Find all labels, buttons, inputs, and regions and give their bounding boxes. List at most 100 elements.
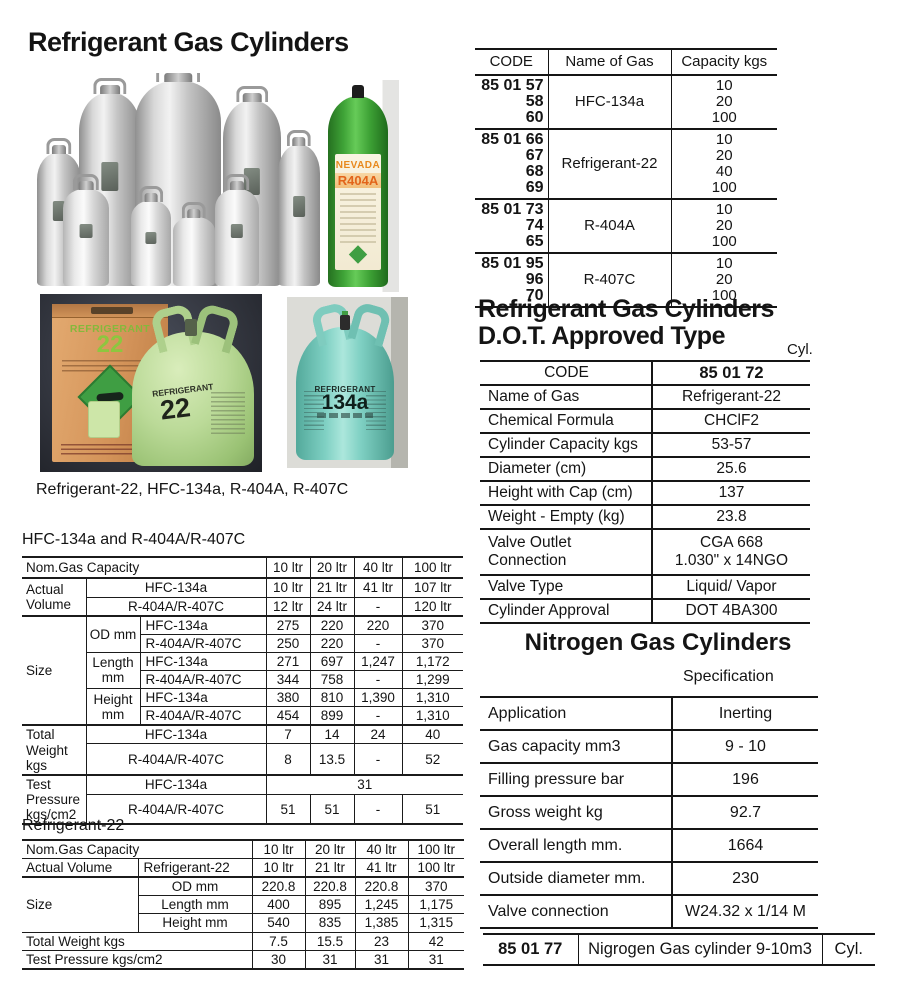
gas-label: HFC-134a bbox=[85, 724, 267, 745]
column-header: 10 ltr bbox=[265, 556, 311, 579]
table-row: Chemical Formula CHClF2 bbox=[480, 409, 810, 434]
code-cell: 85 01 66 67 68 69 bbox=[475, 129, 548, 200]
row-label: Nom.Gas Capacity bbox=[22, 839, 253, 860]
table-row: Valve Outlet Connection CGA 668 1.030" x … bbox=[480, 529, 810, 576]
table-row: Total Weight kgs HFC-134a 7 14 24 40 bbox=[22, 724, 463, 776]
gas-label: R-404A/R-407C bbox=[85, 794, 267, 826]
cell: 899 bbox=[309, 706, 355, 727]
silver-cylinders-photo bbox=[35, 73, 320, 289]
cell: 7 bbox=[265, 724, 311, 745]
cell: 810 bbox=[309, 688, 355, 708]
table-row: Test Pressure kgs/cm2 HFC-134a 31 bbox=[22, 774, 463, 826]
row-label: Size bbox=[22, 876, 139, 933]
table-row: Actual Volume Refrigerant-22 10 ltr 21 l… bbox=[22, 858, 464, 879]
table-row: 85 01 95 96 70 R-407C 10 20 100 bbox=[475, 253, 777, 308]
cell: - bbox=[353, 596, 403, 617]
cell: 196 bbox=[672, 763, 818, 797]
table-row: Size OD mm HFC-134a 275 220 220 370 bbox=[22, 615, 463, 727]
cell: 8 bbox=[265, 743, 311, 776]
cylinder-title-text: REFRIGERANT bbox=[314, 385, 376, 394]
gas-label: HFC-134a bbox=[85, 774, 267, 796]
cell: 895 bbox=[304, 895, 356, 915]
cell: 92.7 bbox=[672, 796, 818, 830]
cell: 370 bbox=[401, 633, 463, 653]
table-row: Weight - Empty (kg) 23.8 bbox=[480, 505, 810, 530]
table-row: Nom.Gas Capacity 10 ltr 20 ltr 40 ltr 10… bbox=[22, 839, 464, 860]
column-header: CODE bbox=[475, 48, 548, 76]
row-label: CODE bbox=[480, 360, 653, 386]
cell: 697 bbox=[309, 651, 355, 671]
cell: 370 bbox=[401, 615, 463, 635]
dot-spec-table: CODE 85 01 72 Name of Gas Refrigerant-22 C… bbox=[480, 360, 810, 624]
cell: 41 ltr bbox=[354, 858, 409, 879]
brand-text: NEVADA bbox=[335, 160, 381, 171]
dot-title-line1: Refrigerant Gas Cylinders bbox=[478, 295, 774, 323]
cell: DOT 4BA300 bbox=[652, 599, 810, 624]
cell: 540 bbox=[251, 913, 306, 933]
cell: Inerting bbox=[672, 696, 818, 731]
cylinder-handle bbox=[190, 302, 242, 354]
capacity-cell: 10 20 40 100 bbox=[671, 129, 777, 200]
cylinder-handle bbox=[347, 300, 393, 348]
cylinder-illustration bbox=[215, 189, 259, 286]
cell: W24.32 x 1/14 M bbox=[672, 895, 818, 929]
capacity-cell: 10 20 100 bbox=[671, 253, 777, 308]
table-row: Total Weight kgs 7.5 15.5 23 42 bbox=[22, 931, 464, 951]
cell: 42 bbox=[407, 931, 464, 951]
capacity-cell: 10 20 100 bbox=[671, 199, 777, 254]
cell: 220.8 bbox=[354, 876, 409, 897]
dot-section-title: Refrigerant Gas Cylinders D.O.T. Approve… bbox=[478, 296, 774, 350]
dimension-label: OD mm bbox=[137, 876, 253, 897]
cell: 51 bbox=[401, 794, 463, 826]
nitrogen-spec-table: Application Inerting Gas capacity mm3 9 - … bbox=[480, 696, 818, 929]
column-header: 20 ltr bbox=[309, 556, 355, 579]
cell: 370 bbox=[407, 876, 464, 897]
cell: 137 bbox=[652, 481, 810, 506]
cell: 24 ltr bbox=[309, 596, 355, 617]
table-row: R-404A/R-407C 8 13.5 - 52 bbox=[22, 743, 463, 776]
code-capacity-table: CODE Name of Gas Capacity kgs 85 01 57 5… bbox=[475, 48, 777, 308]
row-label: Filling pressure bar bbox=[480, 763, 673, 797]
row-label: Gross weight kg bbox=[480, 796, 673, 830]
row-label: Valve Outlet Connection bbox=[480, 529, 653, 576]
cell: CHClF2 bbox=[652, 409, 810, 434]
cell: 758 bbox=[309, 669, 355, 690]
cell: - bbox=[353, 633, 403, 653]
cylinder-illustration bbox=[63, 189, 109, 286]
cell: 25.6 bbox=[652, 457, 810, 482]
cell: Liquid/ Vapor bbox=[652, 575, 810, 600]
gas-label: R-404A/R-407C bbox=[139, 669, 267, 690]
cell: 1,310 bbox=[401, 706, 463, 727]
cell: 21 ltr bbox=[304, 858, 356, 879]
cylinder-valve bbox=[185, 319, 197, 336]
row-label: Chemical Formula bbox=[480, 409, 653, 434]
footer-code: 85 01 77 bbox=[483, 933, 578, 966]
cell: 31 bbox=[304, 949, 356, 970]
cylinder-illustration bbox=[131, 201, 171, 286]
column-header: Name of Gas bbox=[547, 48, 672, 76]
cylinder-valve bbox=[352, 85, 364, 98]
table-row: Cylinder Capacity kgs 53-57 bbox=[480, 433, 810, 458]
dimension-label: Length mm bbox=[137, 895, 253, 915]
cell: 31 bbox=[265, 774, 463, 796]
gas-name-cell: HFC-134a bbox=[547, 75, 672, 130]
table-row: Overall length mm. 1664 bbox=[480, 829, 818, 863]
cell: - bbox=[353, 669, 403, 690]
row-label: Total Weight kgs bbox=[22, 724, 87, 776]
cell: 53-57 bbox=[652, 433, 810, 458]
cell: 1,390 bbox=[353, 688, 403, 708]
nitrogen-section-title: Nitrogen Gas Cylinders bbox=[524, 629, 792, 656]
cylinder-illustration: REFRIGERANT 134a bbox=[296, 300, 394, 460]
cell: 835 bbox=[304, 913, 356, 933]
gas-label: R-404A/R-407C bbox=[85, 743, 267, 776]
gas-label: HFC-134a bbox=[85, 577, 267, 598]
cell: 40 bbox=[401, 724, 463, 745]
hfc-section-label: HFC-134a and R-404A/R-407C bbox=[22, 531, 246, 548]
nevada-r404a-cylinder-photo: NEVADA R404A bbox=[323, 80, 399, 292]
row-label: Height with Cap (cm) bbox=[480, 481, 653, 506]
table-row: R-404A/R-407C 51 51 - 51 bbox=[22, 794, 463, 826]
table-row: Height mm 540 835 1,385 1,315 bbox=[22, 913, 464, 933]
cell: 1664 bbox=[672, 829, 818, 863]
table-row: CODE 85 01 72 bbox=[480, 360, 810, 386]
cell: 24 bbox=[353, 724, 403, 745]
